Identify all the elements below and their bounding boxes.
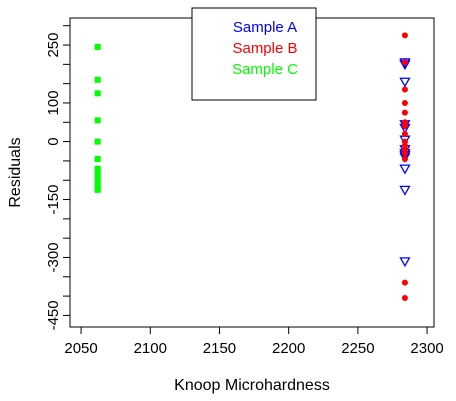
x-tick-label: 2050 <box>64 340 97 357</box>
legend-entry: Sample A <box>233 19 297 36</box>
data-point <box>401 295 408 302</box>
x-tick-label: 2200 <box>272 340 305 357</box>
x-tick-label: 2300 <box>410 340 443 357</box>
data-point <box>94 90 101 97</box>
x-tick-label: 2100 <box>134 340 167 357</box>
data-point <box>94 186 101 193</box>
data-point <box>399 164 411 175</box>
data-point <box>399 257 411 268</box>
data-point <box>94 177 101 184</box>
data-point <box>399 77 411 88</box>
data-point <box>401 279 408 286</box>
data-point <box>399 185 411 196</box>
data-point <box>401 32 408 39</box>
data-point <box>401 123 408 130</box>
x-axis-title: Knoop Microhardness <box>174 377 330 394</box>
y-axis: -450 -300 -150 0 100 250 <box>45 25 70 330</box>
legend-entry: Sample B <box>232 40 297 57</box>
data-point <box>401 59 408 66</box>
data-point <box>401 130 408 137</box>
series-sample-b <box>401 32 408 302</box>
y-tick-label: -300 <box>45 242 62 272</box>
data-point <box>401 86 408 93</box>
legend: Sample A Sample B Sample C <box>191 7 317 101</box>
legend-box <box>191 7 317 101</box>
data-point <box>94 76 101 83</box>
y-tick-label: 100 <box>45 90 62 115</box>
data-point <box>94 155 101 162</box>
data-point <box>94 169 101 176</box>
data-point <box>94 43 101 50</box>
y-tick-label: 0 <box>45 137 62 145</box>
data-point <box>401 150 408 157</box>
data-point <box>401 155 408 162</box>
y-tick-label: 250 <box>45 33 62 58</box>
x-tick-label: 2150 <box>203 340 236 357</box>
data-point <box>401 109 408 116</box>
y-axis-title: Residuals <box>7 137 24 207</box>
data-point <box>401 99 408 106</box>
y-tick-label: -450 <box>45 300 62 330</box>
x-axis: 2050 2100 2150 2200 2250 2300 <box>64 327 444 357</box>
data-point <box>94 138 101 145</box>
series-sample-c <box>94 43 101 193</box>
x-tick-label: 2250 <box>341 340 374 357</box>
data-points <box>94 32 411 302</box>
data-point <box>94 165 101 172</box>
legend-entry: Sample C <box>232 61 298 78</box>
data-point <box>94 117 101 124</box>
y-tick-label: -150 <box>45 185 62 215</box>
data-point <box>94 173 101 180</box>
